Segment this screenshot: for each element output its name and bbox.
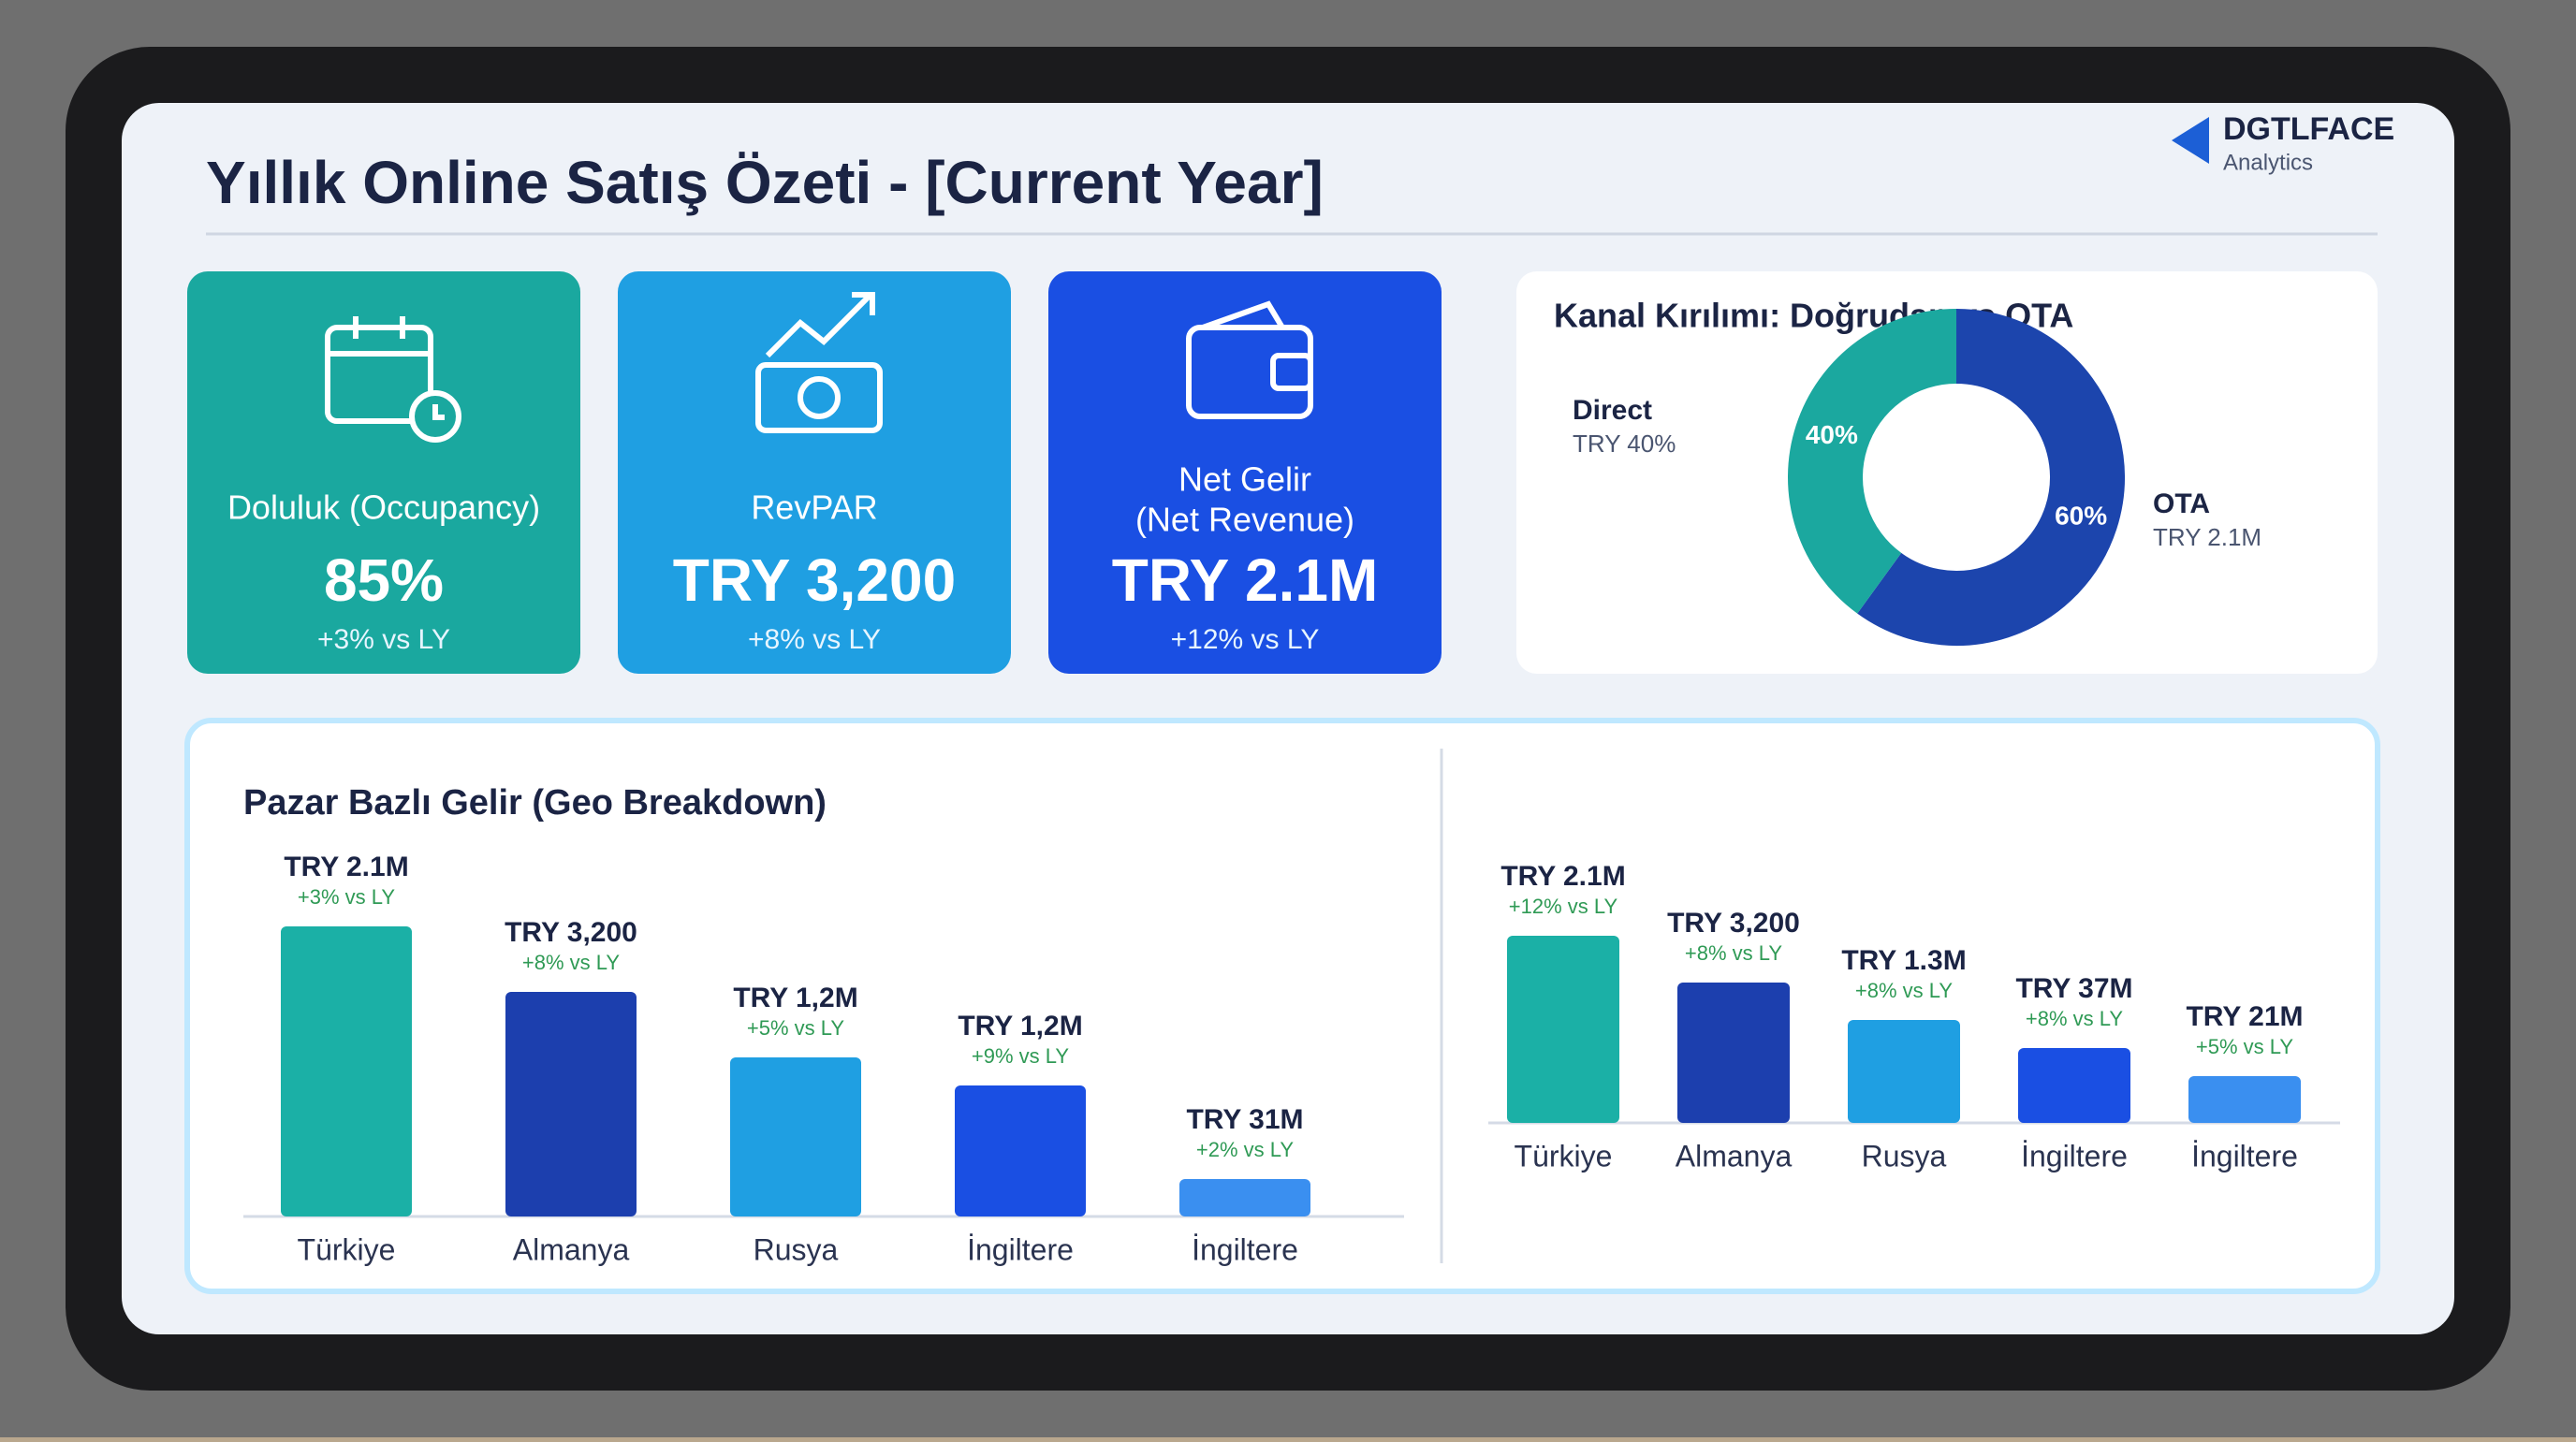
bar-amount: TRY 21M: [2186, 1001, 2303, 1032]
channel-card: [1516, 271, 2378, 674]
logo: DGTLFACE Analytics: [2172, 111, 2394, 175]
kpi-label: Doluluk (Occupancy): [227, 488, 540, 527]
bar: [2018, 1048, 2130, 1123]
bar-label: İngiltere: [2191, 1139, 2298, 1173]
bar-amount: TRY 37M: [2015, 973, 2132, 1004]
bar-amount: TRY 2.1M: [1500, 861, 1625, 892]
donut-segment: [1788, 309, 1958, 614]
legend-amount: TRY 2.1M: [2153, 523, 2261, 551]
bar-label: Almanya: [513, 1232, 630, 1266]
kpi-label: Net Gelir: [1178, 460, 1311, 499]
bar: [1179, 1179, 1310, 1216]
logo-sub: Analytics: [2223, 150, 2313, 175]
kpi-value: TRY 2.1M: [1112, 546, 1379, 614]
bar: [730, 1057, 861, 1216]
bar: [1677, 983, 1790, 1123]
calendar-icon: [325, 316, 461, 443]
bar-label: Türkiye: [1515, 1139, 1613, 1173]
bar-change: +8% vs LY: [2026, 1007, 2123, 1030]
kpi-change: +12% vs LY: [1171, 624, 1320, 655]
bar-label: İngiltere: [1192, 1232, 1298, 1266]
kpi-change: +3% vs LY: [317, 624, 450, 655]
bar-amount: TRY 3,200: [1667, 908, 1800, 939]
segment-pct: 60%: [2055, 502, 2107, 531]
bar-amount: TRY 31M: [1186, 1104, 1303, 1135]
revpar-icon: [755, 292, 883, 433]
logo-text: DGTLFACE: [2223, 111, 2394, 147]
bar-label: Almanya: [1676, 1139, 1793, 1173]
bar: [281, 926, 412, 1216]
logo-icon: [2172, 117, 2209, 164]
bar-change: +8% vs LY: [1855, 979, 1953, 1002]
kpi-card: [1048, 271, 1442, 674]
bar-change: +8% vs LY: [1685, 941, 1782, 965]
bar-amount: TRY 1.3M: [1841, 945, 1966, 976]
bar-label: İngiltere: [967, 1232, 1074, 1266]
bar-amount: TRY 3,200: [505, 917, 637, 948]
donut-segment: [1857, 309, 2125, 646]
bar-label: Rusya: [754, 1232, 839, 1266]
segment-pct: 40%: [1806, 420, 1858, 449]
kpi-value: TRY 3,200: [673, 546, 956, 614]
bar-label: Türkiye: [298, 1232, 396, 1266]
legend-amount: TRY 40%: [1573, 430, 1676, 458]
kpi-sublabel: (Net Revenue): [1135, 501, 1354, 539]
bar: [1507, 936, 1619, 1123]
legend-name: OTA: [2153, 488, 2210, 519]
bar-change: +5% vs LY: [2196, 1035, 2293, 1058]
kpi-label: RevPAR: [751, 488, 877, 527]
bar-label: İngiltere: [2021, 1139, 2128, 1173]
bar-amount: TRY 2.1M: [284, 852, 408, 882]
bar-amount: TRY 1,2M: [733, 983, 857, 1013]
bar-label: Rusya: [1862, 1139, 1947, 1173]
bar-amount: TRY 1,2M: [958, 1011, 1082, 1041]
bar: [2188, 1076, 2301, 1123]
kpi-value: 85%: [324, 546, 444, 614]
bar-change: +5% vs LY: [747, 1016, 844, 1040]
legend-name: Direct: [1573, 395, 1652, 426]
kpi-card: [618, 271, 1011, 674]
geo-title: Pazar Bazlı Gelir (Geo Breakdown): [243, 783, 827, 823]
bar-change: +2% vs LY: [1196, 1138, 1294, 1161]
bar-change: +8% vs LY: [522, 951, 620, 974]
bar: [955, 1085, 1086, 1216]
wallet-icon: [1186, 300, 1313, 419]
kpi-card: [187, 271, 580, 674]
bar-change: +3% vs LY: [298, 885, 395, 909]
bar-change: +9% vs LY: [972, 1044, 1069, 1068]
bar-change: +12% vs LY: [1509, 895, 1618, 918]
title: Yıllık Online Satış Özeti - [Current Yea…: [206, 149, 1324, 216]
bar: [505, 992, 637, 1216]
bar: [1848, 1020, 1960, 1123]
kpi-change: +8% vs LY: [748, 624, 881, 655]
